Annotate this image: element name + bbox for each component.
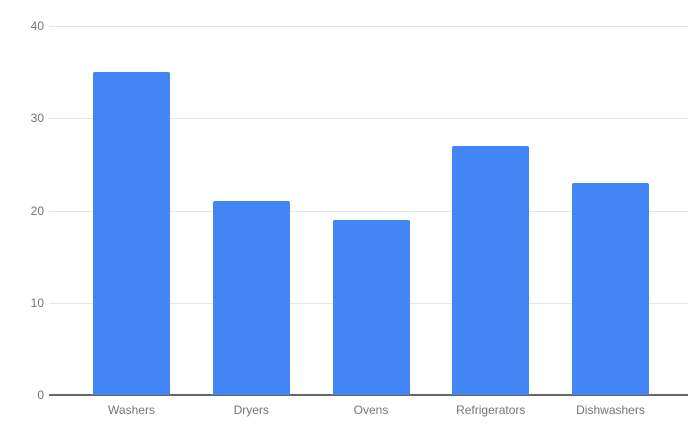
y-axis-tick-label: 30 bbox=[30, 111, 44, 126]
gridline bbox=[49, 26, 688, 27]
x-axis-baseline bbox=[49, 394, 688, 396]
x-axis-category-label: Refrigerators bbox=[456, 403, 526, 417]
bar-dryers bbox=[212, 201, 290, 395]
bar-refrigerators bbox=[452, 145, 530, 395]
y-axis-tick-label: 10 bbox=[30, 295, 44, 310]
gridline bbox=[49, 118, 688, 120]
x-axis-category-label: Washers bbox=[108, 403, 155, 417]
y-axis-tick-label: 0 bbox=[37, 388, 44, 402]
y-axis-tick-label: 20 bbox=[30, 203, 44, 218]
bar-dishwashers bbox=[572, 182, 649, 395]
x-axis-category-label: Dryers bbox=[233, 403, 269, 417]
gridline bbox=[49, 210, 688, 212]
x-axis-category-label: Dishwashers bbox=[576, 403, 645, 417]
bar-washers bbox=[93, 72, 170, 395]
x-axis-category-label: Ovens bbox=[353, 403, 389, 417]
y-axis-tick-label: 40 bbox=[30, 19, 44, 33]
bar-ovens bbox=[332, 219, 410, 395]
